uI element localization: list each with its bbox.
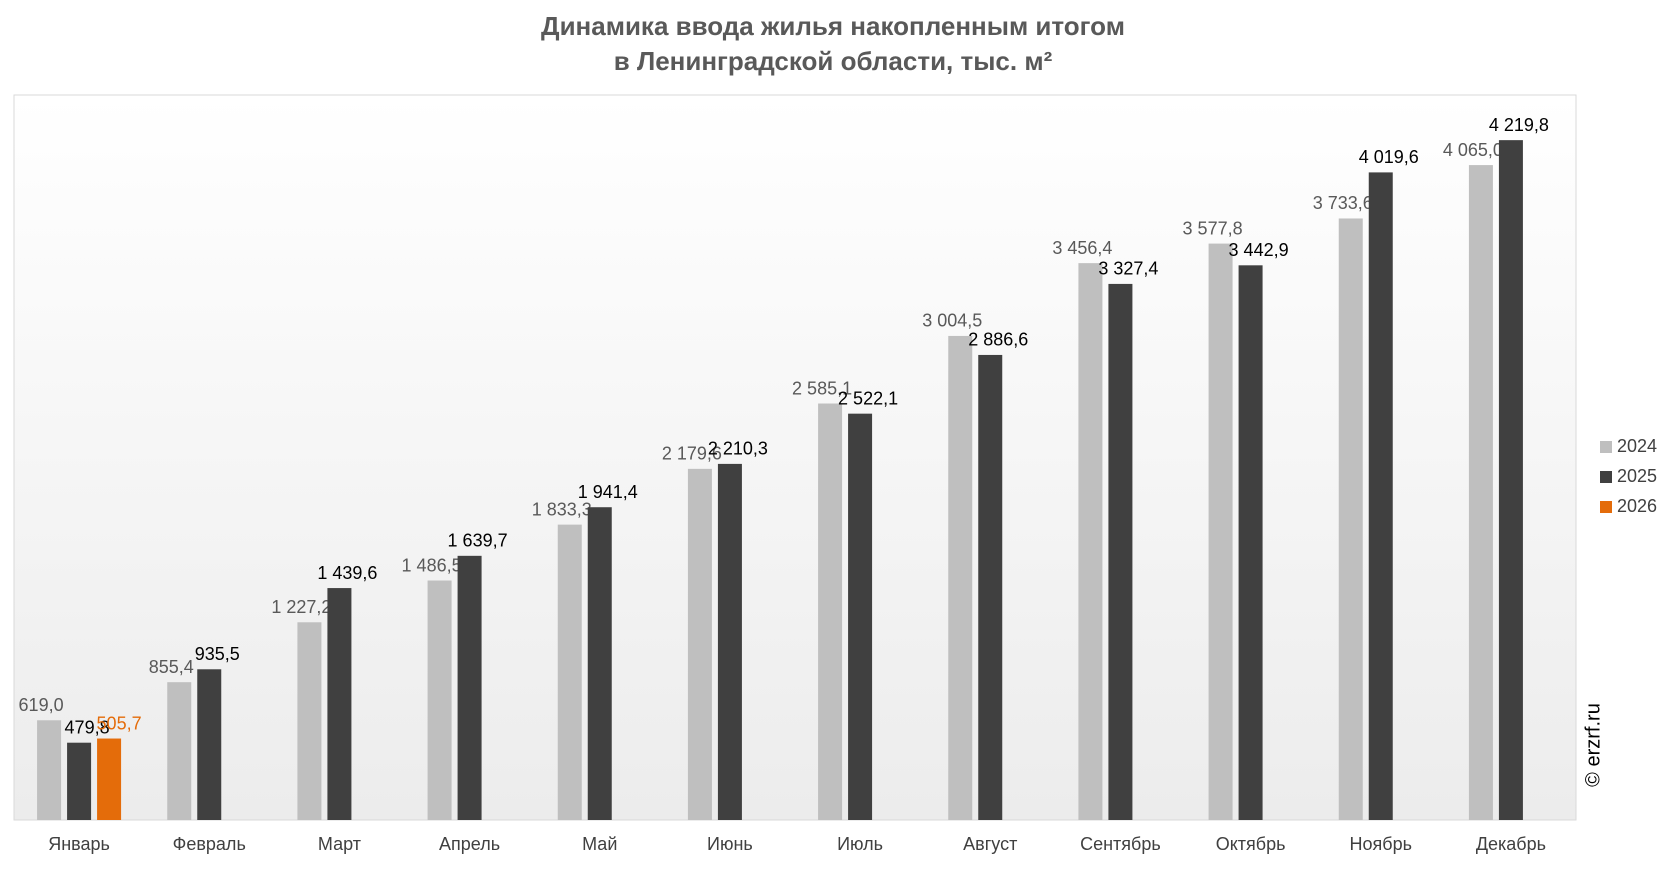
- data-label: 1 639,7: [448, 531, 508, 551]
- bar: [1338, 218, 1363, 820]
- data-label: 2 179,6: [662, 444, 722, 464]
- data-label: 619,0: [19, 695, 64, 715]
- bar: [427, 580, 452, 820]
- legend-label: 2025: [1617, 466, 1657, 486]
- bar: [818, 403, 843, 820]
- data-label: 3 577,8: [1183, 218, 1243, 238]
- x-tick-label: Январь: [48, 834, 110, 854]
- data-label: 4 019,6: [1359, 147, 1419, 167]
- bar: [687, 468, 712, 820]
- x-tick-label: Апрель: [439, 834, 500, 854]
- legend-label: 2026: [1617, 496, 1657, 516]
- x-tick-label: Октябрь: [1216, 834, 1286, 854]
- x-tick-label: Июль: [837, 834, 883, 854]
- chart-title: в Ленинградской области, тыс. м²: [614, 46, 1053, 76]
- data-label: 1 486,5: [402, 555, 462, 575]
- bar: [67, 742, 92, 820]
- data-label: 505,7: [97, 713, 142, 733]
- bar: [1108, 283, 1133, 820]
- legend-label: 2024: [1617, 436, 1657, 456]
- bar: [848, 413, 873, 820]
- bar: [587, 507, 612, 820]
- bar: [948, 335, 973, 820]
- x-tick-label: Ноябрь: [1350, 834, 1412, 854]
- bar: [1208, 243, 1233, 820]
- data-label: 935,5: [195, 644, 240, 664]
- watermark: © erzrf.ru: [1582, 703, 1604, 787]
- data-label: 1 833,3: [532, 499, 592, 519]
- data-label: 2 886,6: [968, 330, 1028, 350]
- bar: [457, 555, 482, 820]
- x-tick-label: Февраль: [173, 834, 246, 854]
- x-tick-label: Июнь: [707, 834, 753, 854]
- bar: [557, 524, 582, 820]
- bar: [1468, 165, 1493, 821]
- data-label: 4 219,8: [1489, 115, 1549, 135]
- data-label: 2 585,1: [792, 378, 852, 398]
- bar: [327, 588, 352, 820]
- data-label: 1 941,4: [578, 482, 638, 502]
- data-label: 2 210,3: [708, 439, 768, 459]
- bar: [1078, 263, 1103, 820]
- bar: [97, 738, 122, 820]
- bar: [717, 463, 742, 820]
- legend-swatch: [1600, 501, 1612, 513]
- bar: [167, 682, 192, 820]
- x-tick-label: Май: [582, 834, 617, 854]
- legend-swatch: [1600, 441, 1612, 453]
- bar: [1368, 172, 1393, 821]
- chart-title: Динамика ввода жилья накопленным итогом: [541, 11, 1125, 41]
- data-label: 1 227,2: [271, 597, 331, 617]
- x-tick-label: Август: [963, 834, 1017, 854]
- data-label: 4 065,0: [1443, 140, 1503, 160]
- bar: [297, 622, 322, 820]
- x-tick-label: Сентябрь: [1080, 834, 1161, 854]
- plot-area: [13, 94, 1577, 821]
- data-label: 855,4: [149, 657, 194, 677]
- data-label: 3 456,4: [1052, 238, 1112, 258]
- bar: [1498, 140, 1523, 821]
- data-label: 3 004,5: [922, 311, 982, 331]
- legend-swatch: [1600, 471, 1612, 483]
- bar: [978, 354, 1003, 820]
- data-label: 2 522,1: [838, 388, 898, 408]
- data-label: 1 439,6: [317, 563, 377, 583]
- bar: [37, 720, 62, 820]
- bar: [197, 669, 222, 820]
- x-tick-label: Март: [318, 834, 361, 854]
- data-label: 479,8: [65, 717, 110, 737]
- data-label: 3 327,4: [1098, 259, 1158, 279]
- bar: [1238, 265, 1263, 820]
- data-label: 3 442,9: [1229, 240, 1289, 260]
- x-tick-label: Декабрь: [1476, 834, 1546, 854]
- data-label: 3 733,6: [1313, 193, 1373, 213]
